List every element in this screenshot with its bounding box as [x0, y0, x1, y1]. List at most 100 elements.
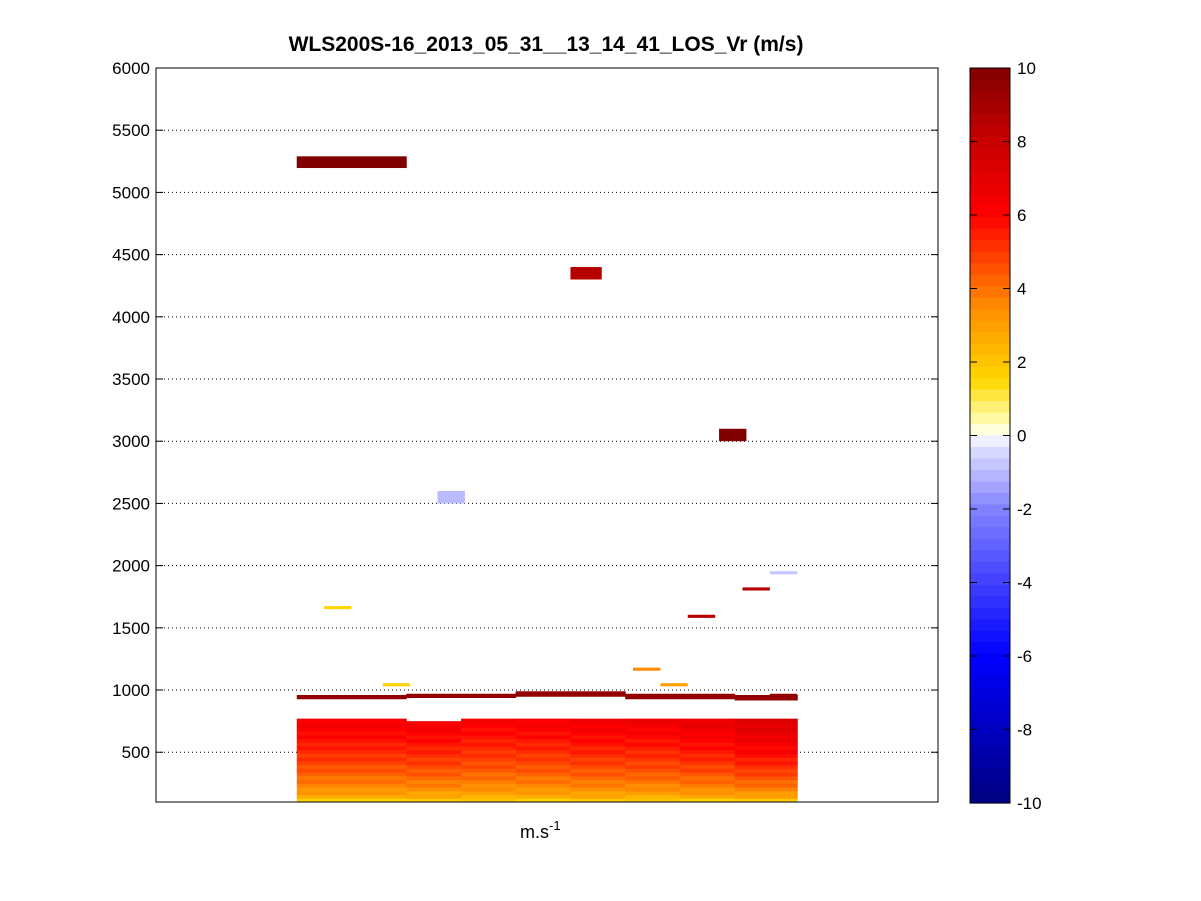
heatmap-cell: [515, 692, 571, 697]
heatmap-cell: [734, 719, 798, 725]
heatmap-cell: [460, 768, 517, 773]
heatmap-cell: [679, 731, 736, 736]
colorbar-swatch: [970, 389, 1010, 402]
heatmap-cell: [679, 794, 736, 799]
colorbar-swatch: [970, 711, 1010, 724]
heatmap-cell: [625, 727, 681, 732]
heatmap-cell: [570, 727, 626, 732]
heatmap-cell: [296, 790, 407, 796]
heatmap-cell: [296, 156, 407, 161]
heatmap-cell: [515, 787, 571, 792]
heatmap-cell: [734, 757, 798, 762]
heatmap-cell: [734, 794, 798, 799]
heatmap-cell: [625, 772, 681, 777]
heatmap-cell: [406, 738, 462, 743]
heatmap-cell: [679, 746, 736, 751]
colorbar-swatch: [970, 68, 1010, 81]
colorbar-swatch: [970, 561, 1010, 574]
heatmap-cell: [515, 794, 571, 799]
colorbar-swatch: [970, 274, 1010, 287]
colorbar-swatch: [970, 688, 1010, 701]
heatmap-cell: [570, 775, 626, 781]
colorbar-swatch: [970, 584, 1010, 597]
heatmap-cell: [460, 727, 517, 732]
heatmap-cell: [679, 790, 736, 796]
colorbar-swatch: [970, 136, 1010, 149]
colorbar-swatch: [970, 642, 1010, 655]
colorbar-tick-label: -6: [1017, 647, 1032, 666]
heatmap-cell: [460, 753, 517, 758]
heatmap-cell: [625, 764, 681, 769]
heatmap-cell: [570, 738, 626, 743]
y-tick-label: 4000: [112, 308, 150, 327]
heatmap-cell: [679, 718, 736, 721]
heatmap-cell: [570, 760, 626, 766]
heatmap-cell: [734, 734, 798, 740]
heatmap-cell: [570, 718, 626, 721]
colorbar-swatch: [970, 332, 1010, 345]
x-axis-label-exponent: -1: [549, 818, 561, 833]
colorbar-swatch: [970, 722, 1010, 735]
colorbar-tick-label: 8: [1017, 133, 1026, 152]
colorbar-tick-label: -4: [1017, 574, 1032, 593]
heatmap-cell: [625, 693, 681, 696]
colorbar-swatch: [970, 481, 1010, 494]
colorbar-swatch: [970, 504, 1010, 517]
heatmap-cell: [625, 798, 681, 803]
heatmap-cell: [625, 794, 681, 799]
y-tick-label: 500: [122, 743, 150, 762]
heatmap-cell: [625, 749, 681, 754]
heatmap-cell: [296, 734, 407, 740]
heatmap-cell: [296, 719, 407, 725]
heatmap-block: [742, 587, 770, 591]
colorbar-swatch: [970, 159, 1010, 172]
heatmap-cell: [679, 734, 736, 740]
heatmap-cell: [406, 790, 462, 796]
colorbar-tick-label: -2: [1017, 500, 1032, 519]
heatmap-cell: [296, 772, 407, 777]
heatmap-cell: [570, 764, 626, 769]
heatmap-cell: [570, 734, 626, 740]
heatmap-cell: [679, 764, 736, 769]
colorbar-swatch: [970, 630, 1010, 643]
colorbar-swatch: [970, 343, 1010, 356]
heatmap-cell: [734, 742, 798, 747]
y-axis-ticks: 500 1000 1500 2000 2500 3000 3500 4000 4500 5000 5…: [112, 59, 938, 762]
colorbar-swatch: [970, 378, 1010, 391]
heatmap-cell: [625, 738, 681, 743]
heatmap-cell: [679, 798, 736, 803]
colorbar-swatch: [970, 446, 1010, 460]
heatmap-cell: [734, 746, 798, 751]
colorbar-swatch: [970, 665, 1010, 678]
plot-frame: [155, 67, 939, 803]
heatmap-cell: [625, 723, 681, 728]
colorbar-swatch: [970, 217, 1010, 230]
colorbar-swatch: [970, 102, 1010, 115]
heatmap-cell: [515, 738, 571, 743]
heatmap-cell: [734, 790, 798, 796]
heatmap-cell: [679, 775, 736, 781]
colorbar-swatch: [970, 251, 1010, 264]
heatmap-cell: [296, 727, 407, 732]
colorbar-swatch: [970, 458, 1010, 471]
heatmap-cell: [679, 787, 736, 792]
heatmap-cell: [515, 719, 571, 725]
heatmap-cell: [625, 787, 681, 792]
heatmap-cell: [570, 768, 626, 773]
heatmap-cell: [460, 783, 517, 788]
heatmap-cell: [296, 798, 407, 803]
colorbar-swatch: [970, 527, 1010, 540]
heatmap-cell: [570, 779, 626, 784]
heatmap-cell: [515, 790, 571, 796]
heatmap-cell: [460, 790, 517, 796]
heatmap-cell: [296, 718, 407, 721]
heatmap-cell: [406, 734, 462, 740]
heatmap-cell: [625, 719, 681, 725]
colorbar-tick-label: 6: [1017, 206, 1026, 225]
heatmap-cell: [570, 749, 626, 754]
colorbar-swatch: [970, 366, 1010, 379]
heatmap-cell: [460, 734, 517, 740]
heatmap-cell: [460, 738, 517, 743]
heatmap-cell: [570, 790, 626, 796]
colorbar-swatch: [970, 401, 1010, 414]
